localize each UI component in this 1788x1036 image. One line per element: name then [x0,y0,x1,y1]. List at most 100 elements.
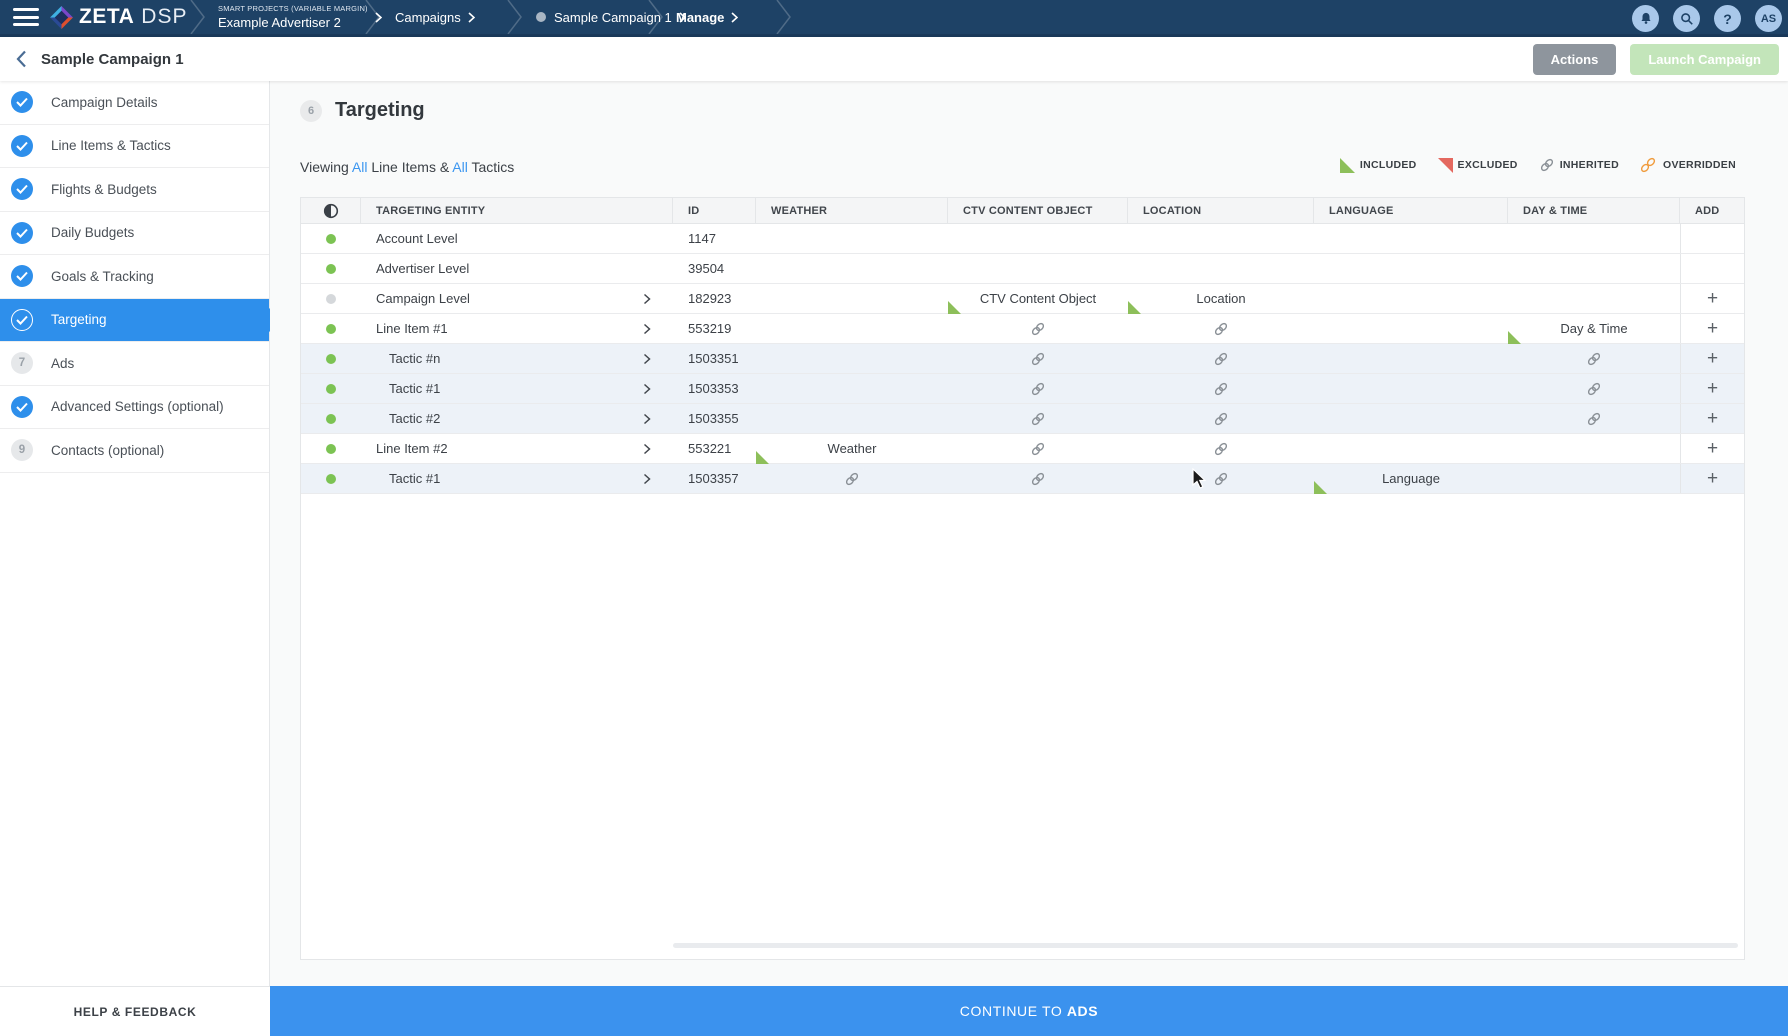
cell-weather [756,284,948,313]
breadcrumb-advertiser[interactable]: SMART PROJECTS (VARIABLE MARGIN) Example… [218,0,382,34]
cell-daytime [1508,224,1680,253]
cell-ctv [948,344,1128,373]
help-feedback-button[interactable]: HELP & FEEDBACK [0,986,270,1036]
legend-label: INCLUDED [1359,159,1417,171]
cell-id: 1147 [673,224,756,253]
inherited-chain-icon [1214,382,1228,395]
expand-chevron-icon[interactable] [643,473,651,485]
cell-add [1680,254,1744,283]
table-row-account-level: Account Level 1147 [301,224,1744,254]
add-targeting-button[interactable]: + [1706,468,1719,489]
brand-zeta: ZETA [79,5,135,28]
expand-chevron-icon[interactable] [643,293,651,305]
expand-chevron-icon[interactable] [643,383,651,395]
sidebar-item-contacts-optional[interactable]: 9 Contacts (optional) [0,429,269,473]
back-button[interactable] [16,50,27,68]
cell-add [1680,224,1744,253]
cell-weather [756,254,948,283]
chevron-right-icon [468,11,475,23]
table-row-tactic-n: Tactic #n 1503351 + [301,344,1744,374]
expand-chevron-icon[interactable] [643,413,651,425]
contrast-toggle-button[interactable] [301,198,361,223]
targeting-chip-ctv[interactable]: CTV Content Object [979,291,1097,306]
cell-id: 1503357 [673,464,756,493]
cell-ctv [948,224,1128,253]
included-triangle-icon [1314,481,1327,494]
targeting-chip-language[interactable]: Language [1382,471,1440,486]
inherited-chain-icon [1214,352,1228,365]
breadcrumb-campaigns[interactable]: Campaigns [395,0,475,34]
launch-campaign-button[interactable]: Launch Campaign [1630,43,1779,75]
all-line-items-link[interactable]: All [351,159,368,175]
add-targeting-button[interactable]: + [1706,408,1719,429]
cell-language [1314,254,1508,283]
search-button[interactable] [1673,5,1700,32]
breadcrumb-manage[interactable]: Manage [676,0,739,34]
cell-status [301,404,361,433]
sidebar-item-line-items-tactics[interactable]: Line Items & Tactics [0,125,269,168]
breadcrumb-campaign[interactable]: Sample Campaign 1 [536,0,686,34]
help-button[interactable]: ? [1714,5,1741,32]
status-dot-green [326,263,336,274]
status-dot-green [326,443,336,454]
viewing-filter-text: Viewing All Line Items & All Tactics [300,159,515,175]
horizontal-scrollbar[interactable] [673,943,1738,948]
sidebar-item-daily-budgets[interactable]: Daily Budgets [0,212,269,255]
sidebar-item-campaign-details[interactable]: Campaign Details [0,81,269,125]
targeting-chip-weather[interactable]: Weather [827,441,877,456]
actions-button[interactable]: Actions [1532,43,1617,75]
contrast-icon [323,203,338,218]
sidebar-item-goals-tracking[interactable]: Goals & Tracking [0,255,269,299]
check-circle-icon [11,221,33,244]
sidebar-item-label: Campaign Details [51,94,158,110]
legend-label: INHERITED [1559,159,1619,171]
cell-ctv [948,464,1128,493]
sidebar-item-label: Flights & Budgets [51,181,157,197]
targeting-panel: 6 Targeting Viewing All Line Items & All… [270,81,1788,986]
targeting-chip-daytime[interactable]: Day & Time [1560,321,1628,336]
table-row-campaign-level: Campaign Level 182923 CTV Content Object Lo… [301,284,1744,314]
cell-daytime: Day & Time [1508,314,1680,344]
expand-chevron-icon[interactable] [643,443,651,455]
cell-add: + [1680,404,1744,433]
bell-icon [1640,12,1651,24]
add-targeting-button[interactable]: + [1706,378,1719,399]
all-tactics-link[interactable]: All [452,159,468,175]
add-targeting-button[interactable]: + [1706,318,1719,339]
cell-ctv [948,374,1128,403]
cell-id: 1503353 [673,374,756,403]
included-triangle-icon [948,301,961,314]
add-targeting-button[interactable]: + [1706,438,1719,459]
sidebar-item-ads[interactable]: 7 Ads [0,342,269,386]
zeta-dsp-logo[interactable]: ZETA DSP [49,5,187,30]
cell-weather [756,314,948,343]
user-avatar[interactable]: AS [1755,5,1782,32]
targeting-chip-location[interactable]: Location [1196,291,1246,306]
cell-targeting-entity: Account Level [361,224,673,253]
cell-add: + [1680,464,1744,493]
entity-name: Tactic #1 [389,381,441,396]
sidebar-item-flights-budgets[interactable]: Flights & Budgets [0,168,269,212]
cell-id: 553221 [673,434,756,463]
cell-language [1314,344,1508,373]
status-dot-green [326,323,336,334]
notifications-button[interactable] [1632,5,1659,32]
inherited-chain-icon [1031,472,1045,485]
cell-location [1128,464,1314,493]
overridden-broken-chain-icon [1640,157,1656,173]
chevron-right-icon [679,11,686,23]
cell-daytime [1508,374,1680,403]
cell-weather [756,344,948,373]
inherited-chain-icon [1031,322,1045,335]
expand-chevron-icon[interactable] [643,353,651,365]
sidebar-item-advanced-settings-optional[interactable]: Advanced Settings (optional) [0,386,269,429]
inherited-chain-icon [1031,442,1045,455]
sidebar-item-targeting[interactable]: Targeting [0,298,282,342]
add-targeting-button[interactable]: + [1706,288,1719,309]
add-targeting-button[interactable]: + [1706,348,1719,369]
expand-chevron-icon[interactable] [643,323,651,335]
hamburger-menu-icon[interactable] [13,8,39,26]
included-triangle-icon [1339,157,1355,173]
continue-to-ads-button[interactable]: CONTINUE TO ADS [270,986,1788,1036]
status-dot-green [326,473,336,484]
